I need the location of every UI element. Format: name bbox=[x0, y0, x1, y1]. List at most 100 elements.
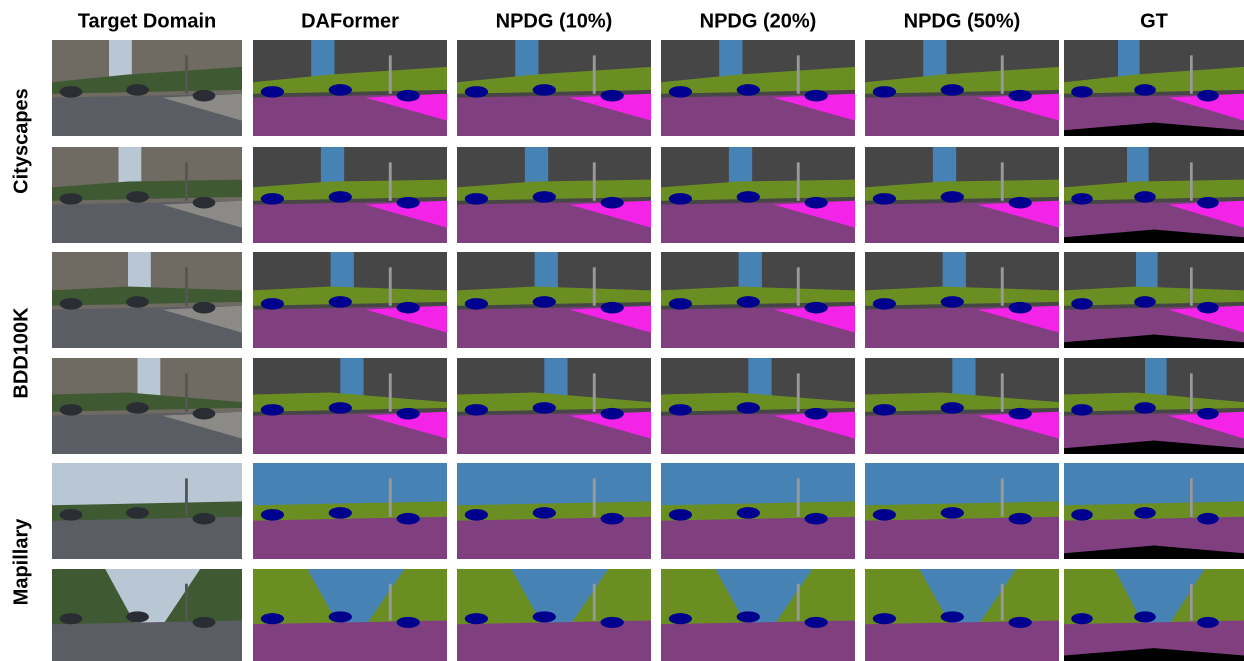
car bbox=[533, 402, 556, 414]
region bbox=[1001, 478, 1004, 516]
region bbox=[535, 252, 558, 290]
region bbox=[185, 478, 188, 516]
segmentation-map bbox=[1064, 358, 1244, 462]
region bbox=[1064, 517, 1244, 567]
segmentation-map bbox=[661, 463, 855, 567]
segmentation-map bbox=[253, 569, 447, 661]
car bbox=[397, 408, 420, 420]
segmentation-map bbox=[1064, 252, 1244, 356]
car bbox=[601, 302, 624, 314]
region bbox=[457, 517, 651, 567]
column-header: Target Domain bbox=[78, 10, 217, 32]
region bbox=[1145, 358, 1167, 396]
car bbox=[60, 404, 83, 416]
car bbox=[126, 296, 149, 308]
segmentation-map bbox=[457, 569, 651, 661]
segmentation-map bbox=[457, 147, 651, 251]
car bbox=[805, 302, 828, 314]
segmentation-map bbox=[865, 569, 1059, 661]
car bbox=[601, 197, 624, 209]
car bbox=[805, 617, 828, 628]
segmentation-map bbox=[1064, 40, 1244, 144]
car bbox=[601, 617, 624, 628]
column-header: NPDG (10%) bbox=[496, 10, 613, 32]
car bbox=[1071, 86, 1093, 98]
column-header: NPDG (50%) bbox=[904, 10, 1021, 32]
region bbox=[1190, 478, 1193, 516]
car bbox=[533, 191, 556, 203]
photo bbox=[52, 569, 242, 661]
row-label: BDD100K bbox=[10, 307, 32, 399]
segmentation-map bbox=[865, 147, 1059, 251]
region bbox=[389, 267, 392, 305]
region bbox=[52, 517, 242, 567]
column-header: GT bbox=[1140, 10, 1168, 32]
car bbox=[873, 86, 896, 98]
region bbox=[389, 478, 392, 516]
region bbox=[797, 584, 800, 621]
car bbox=[941, 191, 964, 203]
car bbox=[1134, 611, 1156, 622]
region bbox=[593, 55, 596, 93]
region bbox=[1001, 584, 1004, 621]
car bbox=[329, 296, 352, 308]
car bbox=[126, 611, 149, 622]
car bbox=[941, 507, 964, 519]
segmentation-map bbox=[661, 252, 855, 356]
car bbox=[1009, 617, 1032, 628]
car bbox=[261, 613, 284, 624]
region bbox=[661, 517, 855, 567]
car bbox=[60, 298, 83, 310]
region bbox=[138, 358, 161, 396]
figure: Target Domain DAFormer NPDG (10%) NPDG (… bbox=[0, 0, 1244, 661]
car bbox=[261, 298, 284, 310]
car bbox=[873, 404, 896, 416]
segmentation-map bbox=[457, 252, 651, 356]
car bbox=[261, 404, 284, 416]
region bbox=[865, 517, 1059, 567]
segmentation-map bbox=[457, 40, 651, 144]
car bbox=[1009, 90, 1032, 102]
car bbox=[1071, 509, 1093, 521]
photo bbox=[52, 147, 242, 251]
car bbox=[1134, 296, 1156, 308]
region bbox=[311, 40, 334, 78]
region bbox=[719, 40, 742, 78]
car bbox=[397, 197, 420, 209]
car bbox=[873, 613, 896, 624]
car bbox=[737, 84, 760, 96]
region bbox=[389, 55, 392, 93]
region bbox=[52, 621, 242, 661]
car bbox=[60, 86, 83, 98]
segmentation-map bbox=[457, 358, 651, 462]
car bbox=[329, 507, 352, 519]
photo bbox=[52, 40, 242, 144]
region bbox=[797, 55, 800, 93]
car bbox=[805, 90, 828, 102]
segmentation-map bbox=[253, 252, 447, 356]
car bbox=[193, 90, 216, 102]
region bbox=[593, 373, 596, 411]
car bbox=[261, 509, 284, 521]
segmentation-map bbox=[865, 358, 1059, 462]
car bbox=[941, 296, 964, 308]
car bbox=[329, 402, 352, 414]
car bbox=[193, 617, 216, 628]
car bbox=[397, 90, 420, 102]
car bbox=[261, 193, 284, 205]
car bbox=[465, 298, 488, 310]
region bbox=[185, 267, 188, 305]
segmentation-map bbox=[253, 147, 447, 251]
car bbox=[737, 611, 760, 622]
region bbox=[748, 358, 771, 396]
region bbox=[321, 147, 344, 185]
car bbox=[805, 408, 828, 420]
segmentation-map bbox=[865, 252, 1059, 356]
region bbox=[515, 40, 538, 78]
region bbox=[797, 373, 800, 411]
region bbox=[1136, 252, 1158, 290]
region bbox=[593, 267, 596, 305]
car bbox=[465, 193, 488, 205]
car bbox=[60, 613, 83, 624]
car bbox=[737, 296, 760, 308]
